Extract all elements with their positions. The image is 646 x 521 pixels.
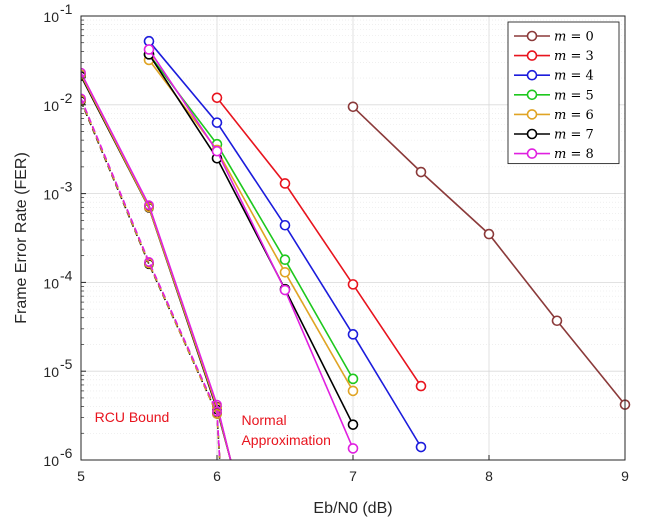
y-tick-label: 10 (43, 364, 59, 380)
x-tick-label: 6 (213, 468, 221, 484)
y-tick-exponent: -4 (60, 267, 73, 283)
series-path (216, 97, 422, 387)
normal-approximation-marker (144, 200, 154, 211)
rcu-bound-marker (212, 406, 222, 417)
bound-curves (81, 67, 232, 460)
x-tick-label: 9 (621, 468, 629, 484)
data-point (211, 145, 223, 157)
data-point (415, 380, 427, 392)
y-tick-label: 10 (43, 275, 59, 291)
bounds-layer (81, 67, 232, 460)
legend-eq: = 4 (566, 69, 593, 84)
legend-eq: = 5 (566, 88, 593, 103)
series-line (211, 92, 427, 392)
legend: m = 0m = 3m = 4m = 5m = 6m = 7m = 8 (507, 21, 620, 165)
data-point (347, 419, 359, 430)
legend-eq: = 7 (566, 128, 593, 143)
legend-eq: = 6 (566, 108, 593, 123)
y-axis-ticks: 10-610-510-410-310-210-1 (43, 1, 86, 469)
data-point (279, 178, 291, 189)
data-point (347, 329, 359, 340)
y-tick-exponent: -3 (60, 179, 73, 195)
data-point (279, 284, 291, 296)
y-tick-label: 10 (43, 453, 59, 469)
legend-marker (526, 89, 538, 101)
legend-eq: = 8 (566, 147, 593, 162)
legend-var: m (554, 88, 566, 103)
series-line (143, 35, 427, 453)
data-point (347, 373, 359, 385)
legend-marker (526, 30, 538, 42)
legend-var: m (554, 49, 566, 64)
legend-eq: = 3 (566, 49, 593, 64)
rcu-bound-marker (144, 257, 154, 267)
data-point (347, 101, 359, 113)
data-point (143, 44, 155, 55)
legend-label: m = 0 (554, 30, 594, 45)
data-point (347, 443, 359, 454)
y-tick-label: 10 (43, 187, 59, 203)
series-path (148, 53, 354, 426)
data-point (415, 166, 427, 178)
legend-var: m (554, 108, 566, 123)
grid (80, 15, 626, 461)
legend-marker (526, 50, 538, 61)
annotations: RCU Bound Normal Approximation (95, 409, 331, 448)
data-point (211, 92, 223, 104)
y-tick-label: 10 (43, 9, 59, 25)
series-line (347, 101, 631, 410)
legend-var: m (554, 128, 566, 143)
x-tick-label: 7 (349, 468, 357, 484)
x-tick-label: 5 (77, 468, 85, 484)
annotation-text: Approximation (241, 432, 330, 448)
data-point (279, 219, 291, 231)
data-point (415, 441, 427, 453)
data-point (279, 266, 291, 278)
data-point (279, 254, 291, 266)
series-line (143, 44, 359, 454)
x-axis-ticks: 5 6 7 8 9 (77, 455, 629, 484)
legend-var: m (554, 30, 566, 45)
y-axis-label: Frame Error Rate (FER) (13, 152, 30, 324)
data-point (211, 117, 223, 128)
legend-label: m = 4 (554, 69, 594, 84)
legend-label: m = 5 (554, 88, 594, 103)
legend-marker (526, 109, 538, 120)
legend-eq: = 0 (566, 30, 593, 45)
legend-var: m (554, 147, 566, 162)
rcu-bound-curve (81, 99, 221, 460)
legend-label: m = 3 (554, 49, 594, 64)
data-point (551, 315, 563, 327)
annotation-text: Normal (241, 412, 286, 428)
y-tick-exponent: -6 (60, 445, 73, 461)
legend-label: m = 8 (554, 147, 594, 162)
x-tick-label: 8 (485, 468, 493, 484)
series-path (148, 49, 354, 449)
y-tick-exponent: -2 (60, 90, 73, 106)
legend-label: m = 7 (554, 128, 594, 143)
data-point (483, 228, 495, 240)
legend-var: m (554, 69, 566, 84)
annotation-text: RCU Bound (95, 409, 170, 425)
y-tick-exponent: -1 (60, 1, 73, 17)
data-point (347, 279, 359, 290)
legend-box (507, 21, 620, 165)
data-point (347, 385, 359, 397)
series-layer (143, 35, 631, 454)
y-tick-label: 10 (43, 98, 59, 114)
legend-marker (526, 69, 538, 81)
legend-marker (526, 148, 538, 159)
rcu-bound-curve (81, 98, 221, 460)
x-axis-label: Eb/N0 (dB) (313, 500, 392, 517)
normal-approximation-curve (81, 72, 232, 460)
y-tick-exponent: -5 (60, 356, 73, 372)
legend-marker (526, 128, 538, 140)
legend-label: m = 6 (554, 108, 594, 123)
